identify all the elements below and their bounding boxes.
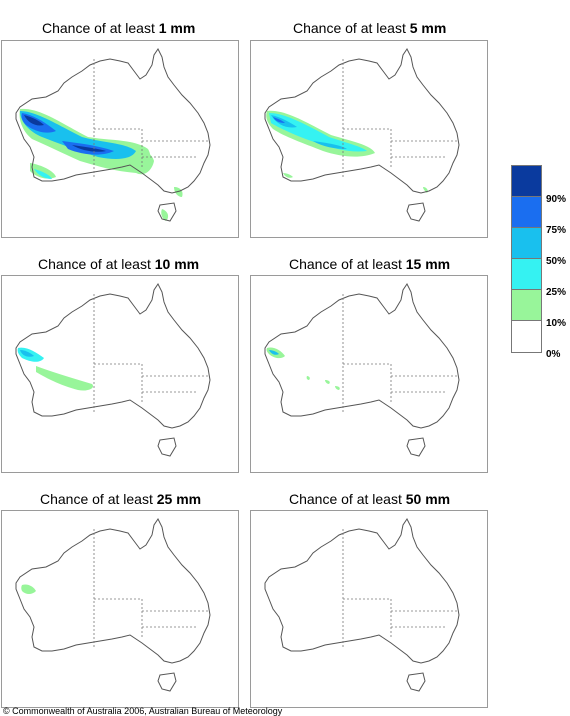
map-5mm [250, 40, 488, 238]
panel-title-50mm: Chance of at least 50 mm [289, 491, 451, 507]
rain-overlay-5mm [266, 110, 428, 193]
legend-label-25: 25% [546, 287, 567, 298]
map-15mm [250, 275, 488, 473]
tasmania-outline [157, 672, 177, 692]
panel-title-10mm: Chance of at least 10 mm [38, 256, 200, 272]
panel-title-25mm: Chance of at least 25 mm [40, 491, 202, 507]
legend-label-10: 10% [546, 318, 567, 329]
legend-swatch-25 [512, 259, 541, 290]
legend-label-50: 50% [546, 256, 567, 267]
map-50mm [250, 510, 488, 708]
state-borders [93, 59, 208, 177]
australia-outline [15, 48, 211, 194]
australia-outline [264, 48, 460, 194]
state-borders [342, 294, 457, 412]
panel-title-1mm: Chance of at least 1 mm [42, 20, 196, 36]
australia-outline [15, 283, 211, 429]
legend-swatch-75 [512, 197, 541, 228]
tasmania-outline [157, 437, 177, 457]
state-borders [93, 529, 208, 647]
rain-overlay-1mm [19, 108, 183, 221]
tasmania-outline [406, 437, 426, 457]
legend-label-75: 75% [546, 225, 567, 236]
map-10mm [1, 275, 239, 473]
legend-swatch-90 [512, 166, 541, 197]
copyright-footer: © Commonwealth of Australia 2006, Austra… [3, 706, 283, 716]
legend-swatch-10 [512, 290, 541, 321]
rain-overlay-15mm [266, 347, 340, 390]
map-25mm [1, 510, 239, 708]
australia-outline [264, 283, 460, 429]
tasmania-outline [406, 202, 426, 222]
state-borders [342, 529, 457, 647]
australia-outline [15, 518, 211, 664]
panel-title-15mm: Chance of at least 15 mm [289, 256, 451, 272]
panel-title-5mm: Chance of at least 5 mm [293, 20, 447, 36]
tasmania-outline [406, 672, 426, 692]
legend-swatch-0 [512, 321, 541, 352]
legend-label-0: 0% [546, 349, 561, 360]
legend-swatch-50 [512, 228, 541, 259]
rain-overlay-25mm [21, 584, 36, 594]
state-borders [342, 59, 457, 177]
map-1mm [1, 40, 239, 238]
probability-legend [511, 165, 542, 353]
state-borders [93, 294, 208, 412]
legend-label-90: 90% [546, 194, 567, 205]
rain-overlay-10mm [17, 347, 94, 391]
tasmania-outline [157, 202, 177, 222]
australia-outline [264, 518, 460, 664]
